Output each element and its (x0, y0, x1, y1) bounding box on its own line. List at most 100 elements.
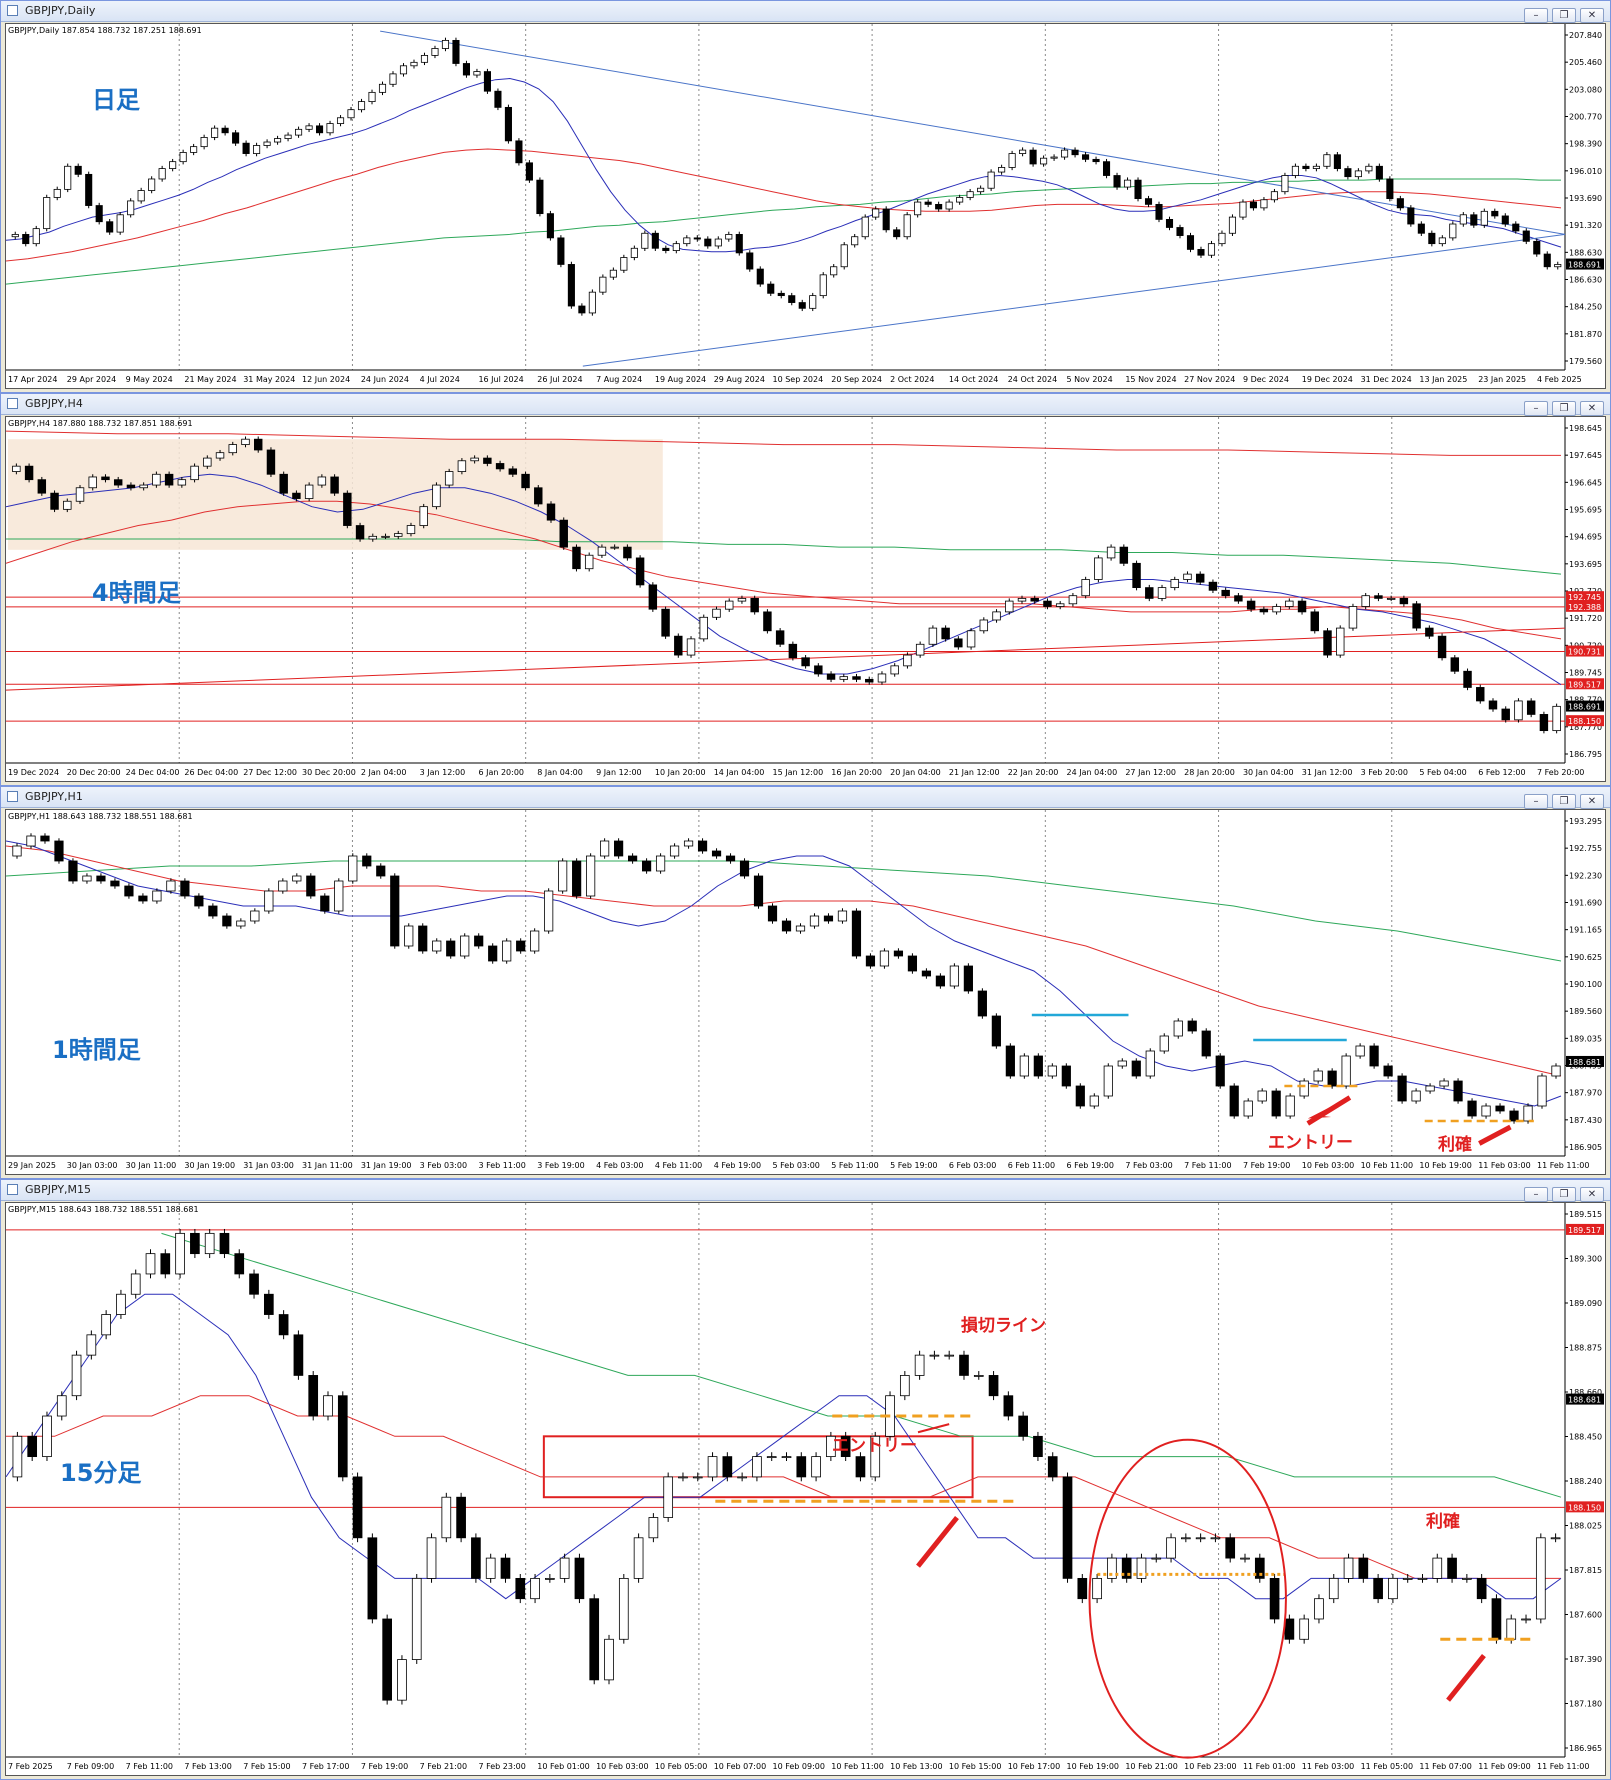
candle-bull (32, 228, 40, 245)
candle-bull (1425, 1085, 1435, 1092)
daily-window-title: GBPJPY,Daily (25, 4, 96, 17)
time-label: 5 Feb 03:00 (773, 1161, 820, 1170)
candle-bull (839, 676, 849, 680)
candle-bear (798, 302, 806, 309)
candle-bear (1229, 1085, 1239, 1117)
time-label: 10 Feb 11:00 (831, 1762, 883, 1771)
candle-bull (1481, 1105, 1491, 1117)
close-icon[interactable]: ✕ (1580, 1187, 1604, 1202)
price-label: 198.390 (1569, 140, 1602, 149)
h1-title-bar[interactable]: GBPJPY,H1 – ❐ ✕ (1, 787, 1610, 809)
h4-title-bar[interactable]: GBPJPY,H4 – ❐ ✕ (1, 394, 1610, 416)
candle-bear (674, 635, 683, 656)
h4-chart-window[interactable]: GBPJPY,H4 – ❐ ✕ 198.645 197.645 196.645 195.6… (0, 393, 1611, 786)
candle-bull (1480, 210, 1488, 226)
candle-bull (381, 535, 390, 538)
candle-bear (293, 1334, 304, 1376)
daily-title-bar[interactable]: GBPJPY,Daily – ❐ ✕ (1, 1, 1610, 23)
price-tag (1566, 700, 1604, 712)
candle-bear (557, 237, 565, 265)
candle-bull (1008, 153, 1016, 168)
close-icon[interactable]: ✕ (1580, 794, 1604, 809)
daily-chart-window[interactable]: GBPJPY,Daily – ❐ ✕ 207.840 205.460 203.080 20… (0, 0, 1611, 393)
minimize-icon[interactable]: – (1524, 401, 1548, 416)
candle-bear (1373, 1577, 1383, 1600)
chart-info-line: GBPJPY,H4 187.880 188.732 187.851 188.69… (8, 419, 193, 428)
candle-bear (662, 247, 670, 251)
candle-bear (578, 305, 586, 314)
price-label: 188.770 (1569, 696, 1602, 705)
maximize-icon[interactable]: ❐ (1552, 794, 1576, 809)
h4-chart-area[interactable]: 198.645 197.645 196.645 195.695 194.695 193.6… (5, 416, 1606, 782)
price-tag (1566, 1393, 1604, 1405)
candle-bull (75, 487, 85, 502)
daily-chart-area[interactable]: 207.840 205.460 203.080 200.770 198.390 196.0… (5, 23, 1606, 389)
price-label: 189.515 (1569, 1210, 1602, 1219)
candle-bull (1348, 606, 1358, 629)
maximize-icon[interactable]: ❐ (1552, 8, 1576, 23)
candle-bear (376, 865, 386, 877)
close-icon[interactable]: ✕ (1580, 8, 1604, 23)
candle-bear (180, 880, 190, 897)
candle-bull (1157, 587, 1167, 599)
h1-chart-window[interactable]: GBPJPY,H1 – ❐ ✕ 193.295 192.755 192.230 191.6… (0, 786, 1611, 1179)
candle-bear (308, 1375, 319, 1417)
candle-bull (609, 269, 617, 278)
price-tag (1566, 258, 1604, 270)
candle-bull (1017, 597, 1027, 602)
maximize-icon[interactable]: ❐ (1552, 1187, 1576, 1202)
time-label: 29 Aug 2024 (714, 375, 765, 384)
minimize-icon[interactable]: – (1524, 794, 1548, 809)
time-label: 23 Jan 2025 (1478, 375, 1526, 384)
candle-bull (1272, 606, 1281, 613)
candle-bull (915, 643, 925, 656)
candle-bear (1412, 603, 1421, 629)
price-label: 198.645 (1569, 424, 1602, 433)
close-icon[interactable]: ✕ (1580, 401, 1604, 416)
candle-bull (737, 597, 747, 602)
candle-bear (1543, 253, 1551, 268)
candle-bear (1297, 600, 1307, 613)
time-label: 7 Feb 17:00 (302, 1762, 349, 1771)
price-label: 195.695 (1569, 506, 1602, 515)
candle-bull (630, 247, 638, 258)
sma-green-line (6, 178, 1561, 285)
window-buttons: – ❐ ✕ (1520, 789, 1604, 809)
candle-bull (12, 1435, 23, 1478)
time-label: 7 Feb 09:00 (67, 1762, 114, 1771)
candle-bull (502, 940, 512, 962)
candle-bear (788, 643, 798, 659)
candle-bull (545, 1577, 555, 1580)
price-label: 187.770 (1569, 723, 1602, 732)
candle-bear (893, 950, 904, 957)
candle-bear (495, 463, 505, 470)
candle-bull (1506, 1618, 1517, 1640)
m15-title-bar[interactable]: GBPJPY,M15 – ❐ ✕ (1, 1180, 1610, 1202)
candle-bull (949, 965, 959, 987)
time-label: 24 Jan 04:00 (1067, 768, 1118, 777)
maximize-icon[interactable]: ❐ (1552, 401, 1576, 416)
candle-bull (1314, 1598, 1324, 1620)
timeframe-label: 15分足 (60, 1459, 142, 1487)
candle-bull (457, 460, 467, 472)
candle-bear (1501, 708, 1510, 721)
candle-bull (1207, 243, 1216, 256)
candle-bull (928, 627, 938, 645)
timeframe-label: 日足 (92, 86, 140, 114)
candle-bull (699, 616, 708, 640)
candle-bull (441, 1496, 452, 1539)
time-label: 8 Jan 04:00 (537, 768, 583, 777)
candle-bear (232, 132, 240, 144)
candle-bear (959, 1354, 969, 1376)
candle-bear (1396, 198, 1404, 209)
m15-chart-window[interactable]: GBPJPY,M15 – ❐ ✕ 189.515 189.300 189.090 188.… (0, 1179, 1611, 1780)
minimize-icon[interactable]: – (1524, 1187, 1548, 1202)
candle-bear (623, 546, 632, 559)
candle-bear (1077, 1577, 1088, 1600)
price-label: 200.770 (1569, 113, 1602, 122)
m15-chart-area[interactable]: 189.515 189.300 189.090 188.875 188.660 188.4… (5, 1202, 1606, 1776)
minimize-icon[interactable]: – (1524, 8, 1548, 23)
h1-chart-area[interactable]: 193.295 192.755 192.230 191.690 191.165 190.6… (5, 809, 1606, 1175)
candle-bear (546, 503, 556, 521)
candle-bear (635, 557, 645, 586)
